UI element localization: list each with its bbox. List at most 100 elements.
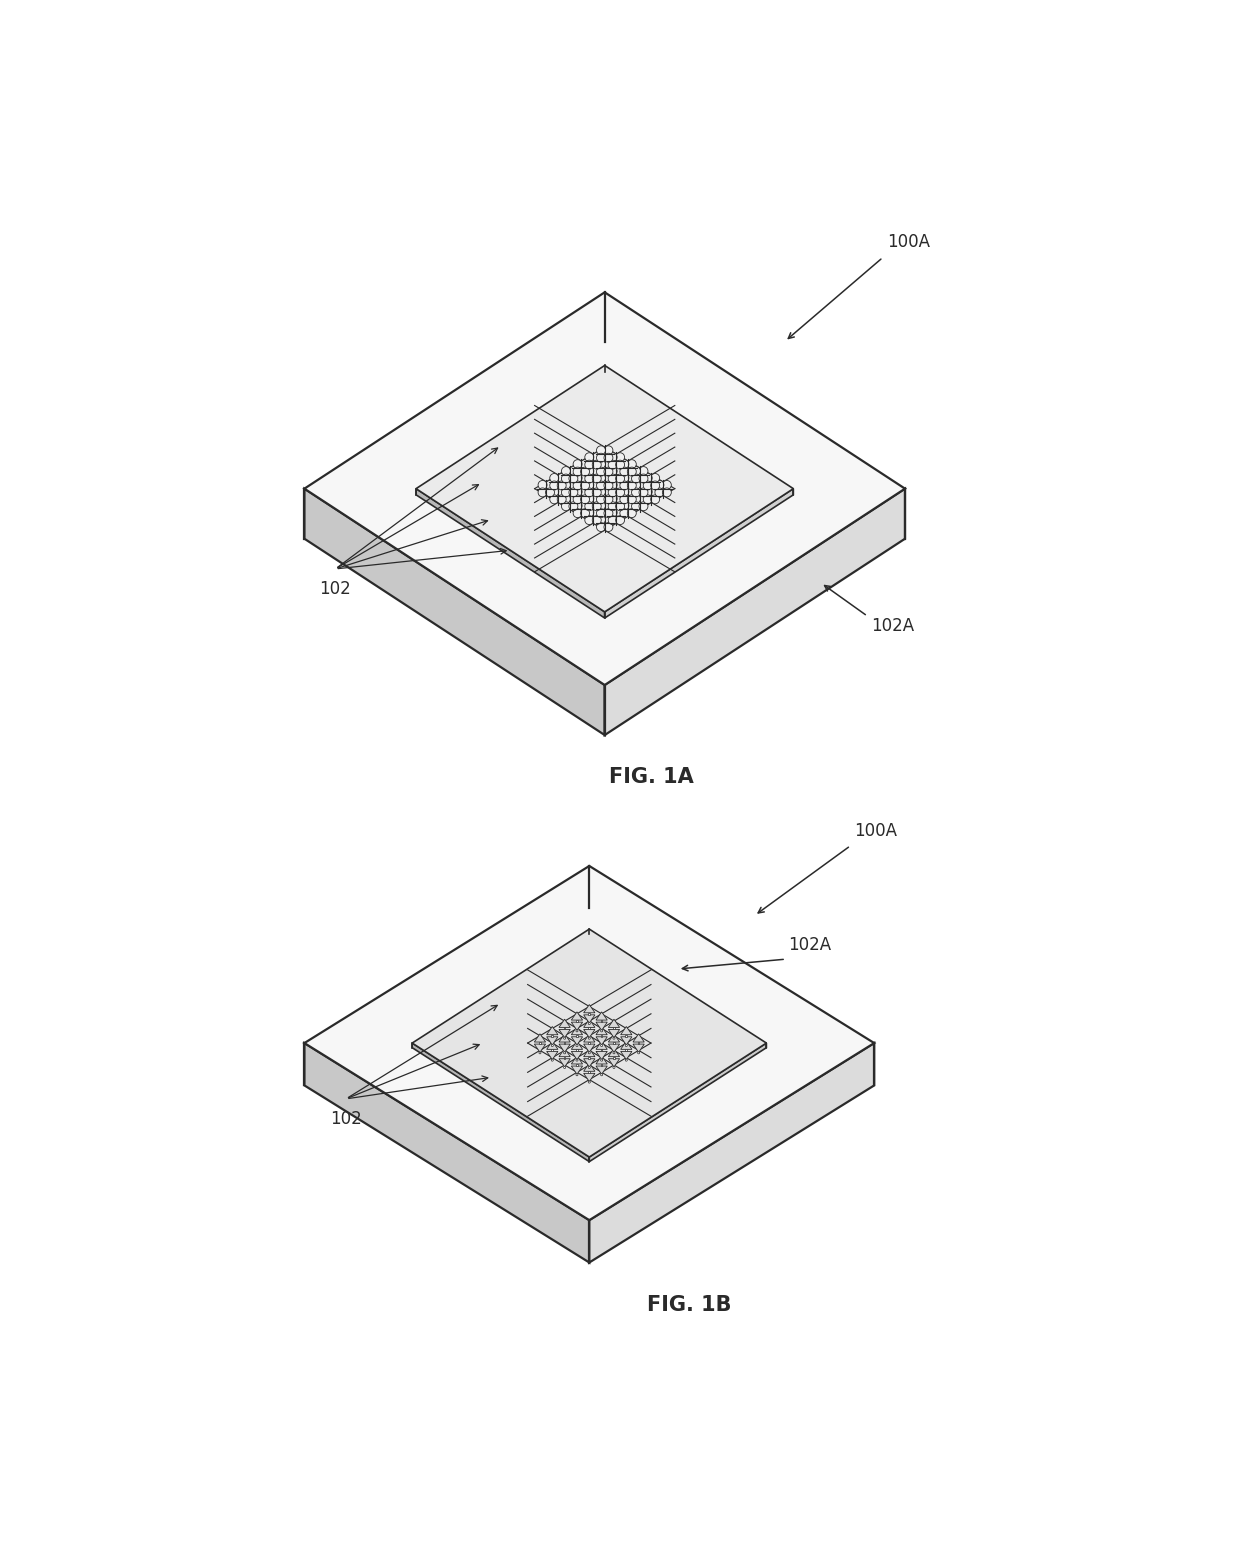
Polygon shape	[534, 1044, 546, 1053]
Circle shape	[552, 1059, 553, 1061]
Polygon shape	[584, 1030, 595, 1038]
Polygon shape	[559, 1030, 570, 1038]
Polygon shape	[572, 1041, 583, 1050]
Polygon shape	[559, 1048, 570, 1056]
Circle shape	[596, 502, 605, 510]
Circle shape	[593, 466, 601, 476]
Circle shape	[573, 474, 582, 482]
Circle shape	[573, 482, 582, 489]
Polygon shape	[304, 292, 905, 686]
Circle shape	[580, 494, 589, 503]
Circle shape	[608, 516, 618, 525]
Bar	[625, 1034, 627, 1036]
Circle shape	[573, 502, 582, 510]
Circle shape	[627, 474, 636, 482]
Circle shape	[600, 1030, 603, 1031]
Circle shape	[585, 488, 594, 497]
Circle shape	[580, 474, 589, 482]
Circle shape	[613, 1051, 615, 1055]
Bar	[601, 1021, 603, 1022]
Circle shape	[608, 502, 618, 511]
Circle shape	[585, 480, 594, 489]
Circle shape	[608, 452, 618, 462]
Circle shape	[615, 460, 625, 469]
Circle shape	[557, 494, 567, 503]
Circle shape	[593, 452, 601, 462]
Polygon shape	[572, 1056, 583, 1064]
Circle shape	[593, 494, 601, 503]
Circle shape	[573, 460, 582, 469]
Circle shape	[608, 460, 618, 469]
Circle shape	[549, 482, 559, 489]
Bar	[589, 1013, 590, 1014]
Circle shape	[620, 494, 629, 503]
Polygon shape	[609, 1034, 620, 1042]
Circle shape	[631, 466, 641, 476]
Circle shape	[580, 508, 589, 517]
Circle shape	[588, 1067, 590, 1068]
Text: 100A: 100A	[887, 233, 930, 252]
Circle shape	[655, 480, 663, 489]
Circle shape	[569, 466, 578, 476]
Circle shape	[604, 454, 613, 462]
Circle shape	[596, 494, 605, 503]
Polygon shape	[632, 1034, 645, 1042]
Polygon shape	[596, 1041, 608, 1050]
Circle shape	[600, 1059, 603, 1061]
Bar	[613, 1027, 615, 1030]
Bar	[552, 1034, 553, 1036]
Circle shape	[593, 474, 601, 483]
Polygon shape	[572, 1027, 583, 1034]
Circle shape	[637, 1051, 640, 1055]
Circle shape	[604, 502, 613, 510]
Polygon shape	[589, 1044, 874, 1263]
Circle shape	[569, 488, 578, 497]
Polygon shape	[572, 1011, 583, 1021]
Circle shape	[546, 480, 554, 489]
Circle shape	[627, 482, 636, 489]
Polygon shape	[572, 1065, 583, 1075]
Circle shape	[639, 466, 649, 476]
Polygon shape	[572, 1036, 583, 1045]
Bar	[625, 1050, 627, 1051]
Circle shape	[608, 466, 618, 476]
Circle shape	[627, 488, 636, 496]
Circle shape	[580, 482, 589, 489]
Circle shape	[620, 482, 629, 489]
Bar	[577, 1050, 578, 1051]
Polygon shape	[609, 1030, 620, 1038]
Polygon shape	[609, 1019, 620, 1027]
Circle shape	[557, 482, 567, 489]
Circle shape	[644, 482, 652, 489]
Polygon shape	[621, 1036, 632, 1045]
Circle shape	[538, 488, 547, 497]
Circle shape	[627, 468, 636, 476]
Circle shape	[604, 494, 613, 503]
Circle shape	[585, 452, 594, 462]
Circle shape	[596, 522, 605, 531]
Polygon shape	[304, 1044, 589, 1263]
Text: 102: 102	[320, 581, 351, 599]
Circle shape	[631, 474, 641, 483]
Circle shape	[596, 454, 605, 462]
Polygon shape	[584, 1073, 595, 1081]
Polygon shape	[304, 866, 874, 1220]
Bar	[601, 1064, 603, 1065]
Circle shape	[585, 466, 594, 476]
Polygon shape	[417, 488, 605, 618]
Circle shape	[604, 460, 613, 469]
Circle shape	[627, 502, 636, 510]
Circle shape	[613, 1038, 615, 1039]
Bar	[577, 1064, 578, 1065]
Circle shape	[625, 1044, 627, 1047]
Circle shape	[585, 460, 594, 469]
Circle shape	[620, 460, 629, 469]
Circle shape	[615, 516, 625, 525]
Circle shape	[639, 502, 649, 511]
Bar	[577, 1021, 578, 1022]
Circle shape	[608, 480, 618, 489]
Circle shape	[662, 488, 671, 497]
Polygon shape	[609, 1059, 620, 1067]
Polygon shape	[559, 1034, 570, 1042]
Polygon shape	[412, 929, 766, 1156]
